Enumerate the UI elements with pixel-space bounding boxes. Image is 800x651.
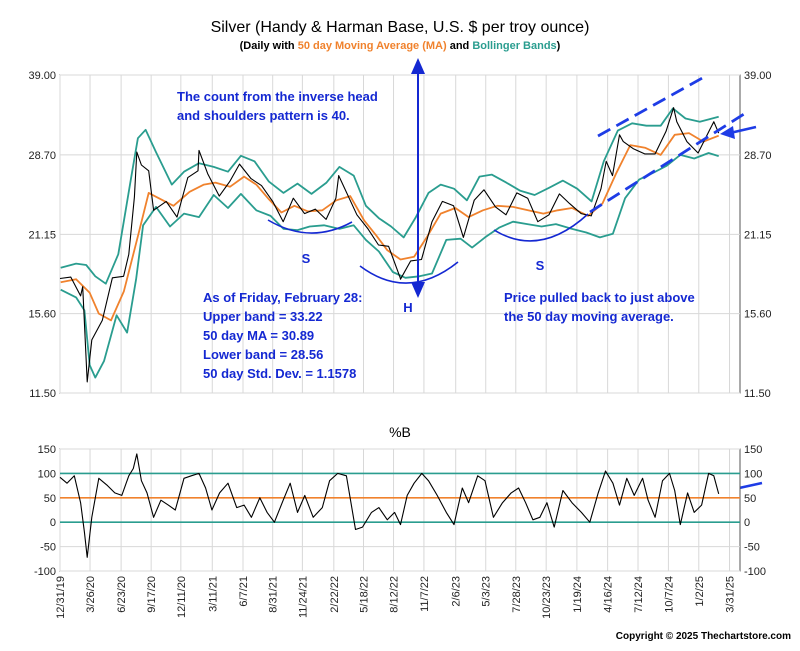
pctb-ytick-left: -100 [34,566,56,578]
stats-note: As of Friday, February 28: Upper band = … [203,290,362,381]
price-ytick-right: 39.00 [744,70,772,82]
count-note-line1: The count from the inverse head [177,89,378,104]
pctb-ytick-right: 150 [744,444,762,456]
chart-title: Silver (Handy & Harman Base, U.S. $ per … [211,19,590,36]
price-ytick-left: 21.15 [28,229,56,241]
price-ytick-left: 15.60 [28,309,56,321]
bollinger-band-line [60,107,719,285]
date-tick-label: 12/11/20 [176,576,188,618]
date-tick-label: 3/31/25 [725,576,737,613]
subtitle-mid: and [447,40,473,52]
price-ytick-right: 28.70 [744,150,772,162]
left-shoulder-arc [267,219,353,234]
date-tick-label: 2/22/22 [329,576,341,613]
date-tick-label: 8/31/21 [268,576,280,613]
price-pointer-shaft [729,125,757,135]
stats-line-2: Upper band = 33.22 [203,309,323,324]
count-note-line2: and shoulders pattern is 40. [177,108,350,123]
pctb-series [59,453,720,558]
date-tick-label: 9/17/20 [146,576,158,613]
head-arc [359,261,459,284]
pctb-ytick-left: 150 [38,444,56,456]
pctb-panel: 150 150 100 100 50 50 0 0 -50 -50 -100 -100 [34,444,766,578]
date-tick-label: 7/28/23 [511,576,523,613]
stats-line-1: As of Friday, February 28: [203,290,362,305]
date-axis-ticks: 12/31/19 3/26/20 6/23/20 9/17/20 12/11/20 3/1… [55,576,737,619]
pctb-title: %B [389,424,411,440]
bollinger-band-line [60,152,719,379]
subtitle-bb: Bollinger Bands [472,40,556,52]
date-tick-label: 8/12/22 [389,576,401,613]
subtitle-suffix: ) [557,40,561,52]
date-tick-label: 11/7/22 [419,576,431,612]
head-shoulders-count-note: The count from the inverse head and shou… [177,89,378,123]
price-panel: 39.00 39.00 28.70 28.70 21.15 21.15 15.60 15.60… [28,58,772,497]
date-tick-label: 3/26/20 [85,576,97,613]
pctb-ytick-left: 50 [44,493,56,505]
price-series [59,107,720,383]
pctb-line [59,453,720,558]
price-ytick-left: 39.00 [28,70,56,82]
count-arrow-down-head [411,282,425,298]
price-gridlines [59,74,740,394]
pctb-gridlines [59,448,740,572]
stats-line-4: Lower band = 28.56 [203,347,323,362]
subtitle-ma: 50 day Moving Average (MA) [298,40,447,52]
date-tick-label: 12/31/19 [55,576,67,619]
channel-lower-dashed [589,112,745,214]
chart-subtitle: (Daily with 50 day Moving Average (MA) a… [240,40,561,52]
pctb-panel-frame [59,448,741,572]
pctb-axis-ticks: 150 150 100 100 50 50 0 0 -50 -50 -100 -100 [34,444,766,578]
date-tick-label: 11/24/21 [297,576,309,618]
date-tick-label: 6/23/20 [116,576,128,613]
price-pointer-head [720,126,735,139]
copyright: Copyright © 2025 Thechartstore.com [616,631,791,642]
date-tick-label: 1/2/25 [694,576,706,607]
date-tick-label: 10/23/23 [541,576,553,619]
price-ytick-right: 21.15 [744,229,772,241]
date-tick-label: 4/16/24 [603,576,615,613]
pctb-ytick-left: -50 [40,542,56,554]
price-line [59,107,720,383]
price-ytick-right: 15.60 [744,309,772,321]
date-tick-label: 5/18/22 [359,576,371,613]
price-ytick-left: 11.50 [29,388,56,400]
pctb-ytick-right: -50 [744,542,760,554]
price-ytick-right: 11.50 [744,388,771,400]
pullback-note: Price pulled back to just above the 50 d… [504,290,695,324]
price-axis-ticks: 39.00 39.00 28.70 28.70 21.15 21.15 15.60 15.60… [28,70,771,400]
pctb-ytick-left: 0 [50,517,56,529]
pctb-ytick-left: 100 [38,468,56,480]
date-tick-label: 5/3/23 [481,576,493,607]
date-tick-label: 3/11/21 [207,576,219,612]
right-shoulder-arc [493,213,589,242]
pattern-overlay [267,58,763,497]
pullback-line-2: the 50 day moving average. [504,309,674,324]
price-ytick-left: 28.70 [28,150,56,162]
subtitle-prefix: (Daily with [240,40,298,52]
pctb-ytick-right: 50 [744,493,756,505]
right-shoulder-label: S [536,258,545,273]
pctb-ytick-right: 0 [744,517,750,529]
pctb-ytick-right: -100 [744,566,766,578]
stats-line-5: 50 day Std. Dev. = 1.1578 [203,366,356,381]
count-arrow-up-head [411,58,425,74]
left-shoulder-label: S [302,251,311,266]
date-tick-label: 2/6/23 [451,576,463,607]
head-label: H [403,300,412,315]
date-tick-label: 7/12/24 [633,576,645,613]
moving-average-line [60,132,720,322]
date-tick-label: 1/19/24 [572,576,584,613]
pullback-line-1: Price pulled back to just above [504,290,695,305]
date-tick-label: 6/7/21 [238,576,250,607]
date-tick-label: 10/7/24 [663,576,675,613]
stats-line-3: 50 day MA = 30.89 [203,328,314,343]
pctb-ytick-right: 100 [744,468,762,480]
